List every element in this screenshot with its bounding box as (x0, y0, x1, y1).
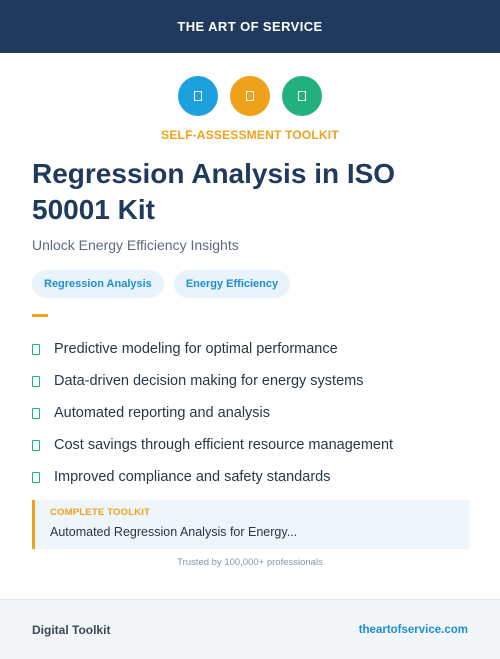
document-icon (282, 76, 322, 116)
feature-item: Predictive modeling for optimal performa… (32, 333, 472, 365)
check-icon (32, 471, 40, 483)
callout-text: Automated Regression Analysis for Energy… (50, 525, 298, 539)
feature-text: Data-driven decision making for energy s… (54, 373, 364, 389)
toolkit-eyebrow: SELF-ASSESSMENT TOOLKIT (161, 128, 339, 142)
feature-item: Data-driven decision making for energy s… (32, 365, 472, 397)
page-subtitle: Unlock Energy Efficiency Insights (32, 237, 239, 253)
check-icon (32, 343, 40, 355)
footer-label: Digital Toolkit (32, 622, 111, 637)
document-icon (178, 76, 218, 116)
tag-regression-analysis[interactable]: Regression Analysis (32, 270, 164, 298)
check-icon (32, 407, 40, 419)
document-icon (230, 76, 270, 116)
tag-energy-efficiency[interactable]: Energy Efficiency (173, 270, 291, 298)
feature-text: Cost savings through efficient resource … (54, 437, 394, 453)
feature-list: Predictive modeling for optimal performa… (32, 333, 472, 493)
brand-header: THE ART OF SERVICE (0, 0, 500, 53)
callout-label: COMPLETE TOOLKIT (50, 507, 151, 518)
complete-toolkit-callout[interactable]: COMPLETE TOOLKIT Automated Regression An… (32, 500, 469, 549)
feature-item: Cost savings through efficient resource … (32, 429, 472, 461)
feature-item: Automated reporting and analysis (32, 397, 472, 429)
page-title: Regression Analysis in ISO 50001 Kit (32, 158, 396, 225)
website-link[interactable]: theartofservice.com (358, 623, 468, 636)
feature-text: Predictive modeling for optimal performa… (54, 341, 338, 357)
feature-text: Improved compliance and safety standards (54, 469, 331, 485)
footer: Digital Toolkit theartofservice.com (0, 599, 500, 659)
check-icon (32, 439, 40, 451)
accent-divider (32, 314, 48, 317)
trust-line: Trusted by 100,000+ professionals (177, 557, 323, 568)
brand-name: THE ART OF SERVICE (177, 19, 323, 34)
icon-row (0, 76, 500, 116)
feature-text: Automated reporting and analysis (54, 405, 271, 421)
feature-item: Improved compliance and safety standards (32, 461, 472, 493)
tag-list: Regression Analysis Energy Efficiency (32, 270, 291, 298)
check-icon (32, 375, 40, 387)
